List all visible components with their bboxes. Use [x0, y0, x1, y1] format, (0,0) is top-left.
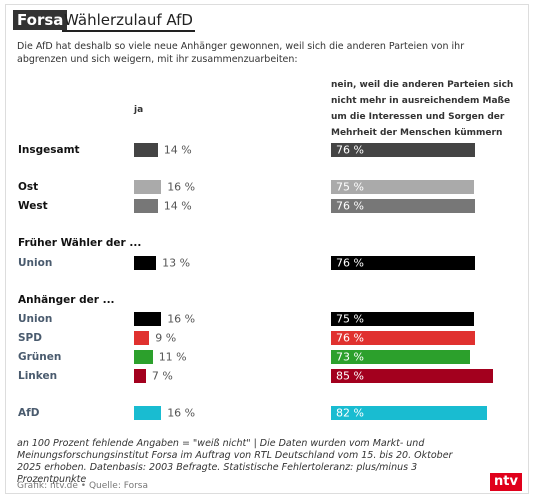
bar [134, 199, 158, 213]
value-label: 16 % [167, 406, 196, 420]
bar [331, 256, 476, 270]
bar [331, 350, 470, 364]
value-label: 76 % [336, 256, 364, 270]
bar [134, 406, 162, 420]
value-label: 14 % [163, 199, 192, 213]
category-label: Union [18, 257, 53, 269]
source: Grafik: ntv.de • Quelle: Forsa [17, 481, 148, 491]
bar [331, 143, 476, 157]
value-label: 7 % [151, 369, 173, 383]
value-label: 16 % [167, 180, 196, 194]
subtitle: Die AfD hat deshalb so viele neue Anhäng… [17, 41, 465, 65]
note: an 100 Prozent fehlende Angaben = "weiß … [17, 438, 453, 485]
value-label: 9 % [155, 331, 177, 345]
value-label: 11 % [158, 350, 187, 364]
value-label: 75 % [336, 180, 364, 194]
value-label: 85 % [336, 369, 364, 383]
bar [134, 369, 146, 383]
value-label: 82 % [336, 406, 364, 420]
value-label: 14 % [163, 143, 192, 157]
value-label: 76 % [336, 331, 364, 345]
category-label: Anhänger der ... [18, 294, 115, 306]
value-label: 16 % [167, 312, 196, 326]
category-label: Insgesamt [18, 144, 80, 156]
bar [331, 369, 493, 383]
bar [331, 180, 474, 194]
value-label: 75 % [336, 312, 364, 326]
value-label: 76 % [336, 199, 364, 213]
category-label: Linken [18, 370, 58, 382]
logo: ntv [490, 473, 522, 491]
bar [331, 331, 476, 345]
category-label: SPD [18, 332, 42, 344]
brand: Forsa [13, 10, 68, 30]
bar [331, 406, 487, 420]
bar [331, 199, 476, 213]
column-header: nein, weil die anderen Parteien sich nic… [331, 80, 514, 138]
value-label: 13 % [162, 256, 191, 270]
bar [134, 312, 162, 326]
bar [134, 331, 150, 345]
value-label: 73 % [336, 350, 364, 364]
value-label: 76 % [336, 143, 364, 157]
category-label: Union [18, 313, 53, 325]
bar [134, 180, 162, 194]
column-header: ja [134, 105, 144, 115]
category-label: West [18, 200, 48, 212]
bar [331, 312, 474, 326]
frame [5, 4, 529, 494]
chart-title: Wählerzulauf AfD [62, 10, 195, 32]
category-label: Ost [18, 181, 39, 193]
bar [134, 256, 157, 270]
category-label: Grünen [18, 351, 62, 363]
bar [134, 350, 153, 364]
bar [134, 143, 158, 157]
category-label: Früher Wähler der ... [18, 237, 142, 249]
category-label: AfD [18, 407, 40, 419]
